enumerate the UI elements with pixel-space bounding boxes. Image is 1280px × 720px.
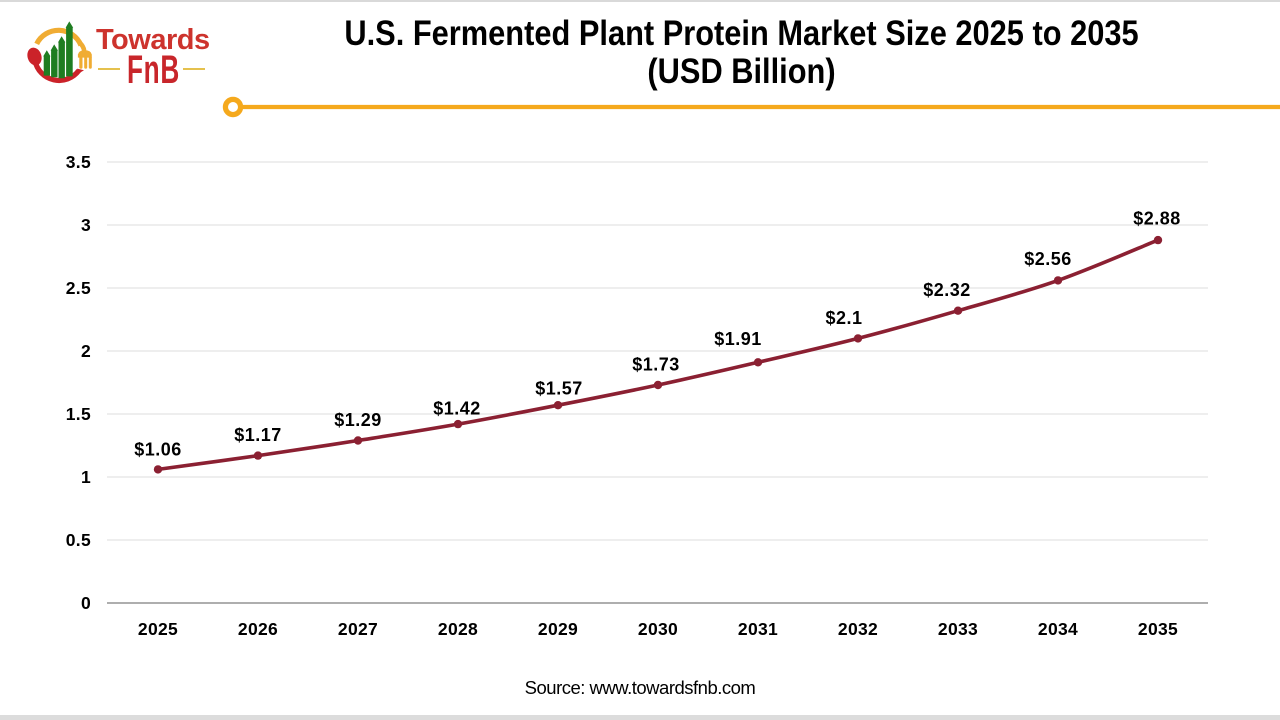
- svg-text:0: 0: [81, 593, 91, 613]
- svg-text:2034: 2034: [1038, 619, 1078, 639]
- svg-text:3: 3: [81, 215, 91, 235]
- svg-text:$2.32: $2.32: [923, 280, 971, 300]
- svg-text:$1.42: $1.42: [433, 399, 481, 419]
- svg-text:2035: 2035: [1138, 619, 1178, 639]
- svg-text:$2.1: $2.1: [825, 308, 862, 328]
- svg-text:2028: 2028: [438, 619, 478, 639]
- svg-text:2030: 2030: [638, 619, 678, 639]
- svg-text:1: 1: [81, 467, 91, 487]
- svg-text:$1.29: $1.29: [334, 410, 382, 430]
- svg-text:2032: 2032: [838, 619, 878, 639]
- svg-text:1.5: 1.5: [66, 404, 91, 424]
- svg-text:2029: 2029: [538, 619, 578, 639]
- svg-text:$1.73: $1.73: [632, 355, 680, 375]
- svg-text:2026: 2026: [238, 619, 278, 639]
- svg-text:2025: 2025: [138, 619, 178, 639]
- svg-text:2.5: 2.5: [66, 278, 91, 298]
- svg-text:3.5: 3.5: [66, 152, 91, 172]
- svg-text:0.5: 0.5: [66, 530, 91, 550]
- svg-text:2033: 2033: [938, 619, 978, 639]
- svg-text:$1.17: $1.17: [234, 425, 282, 445]
- svg-text:$1.57: $1.57: [535, 379, 583, 399]
- svg-text:2031: 2031: [738, 619, 778, 639]
- svg-text:$2.88: $2.88: [1133, 209, 1181, 229]
- svg-text:$2.56: $2.56: [1024, 249, 1072, 269]
- svg-text:2027: 2027: [338, 619, 378, 639]
- svg-text:$1.06: $1.06: [134, 440, 182, 460]
- svg-text:$1.91: $1.91: [714, 329, 762, 349]
- svg-text:2: 2: [81, 341, 91, 361]
